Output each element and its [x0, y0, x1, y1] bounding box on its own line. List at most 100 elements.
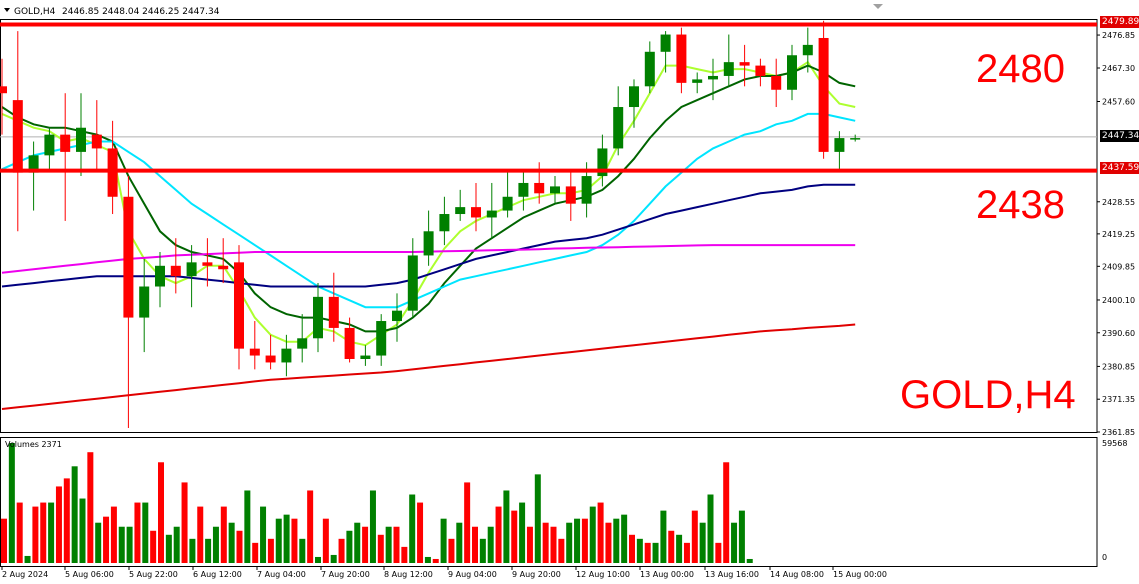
volume-bar: [189, 538, 196, 563]
candle-body: [581, 176, 592, 204]
volume-bar: [660, 510, 667, 563]
candle-body: [297, 338, 308, 349]
volume-bar: [707, 494, 714, 563]
candle-body: [676, 34, 687, 83]
level-high-annotation: 2480: [976, 47, 1065, 91]
volume-bar: [668, 530, 675, 563]
candle-body: [534, 182, 545, 194]
volume-bar: [440, 518, 447, 563]
price-axis-label: 2371.35: [1102, 395, 1135, 404]
volume-bar: [48, 502, 55, 563]
symbol-annotation: GOLD,H4: [900, 373, 1076, 417]
volume-label: Volumes 2371: [5, 440, 62, 449]
candle-body: [644, 51, 655, 87]
volume-bar: [110, 506, 117, 563]
volume-bar: [87, 452, 94, 563]
volume-bar: [644, 542, 651, 563]
volume-bar: [479, 538, 486, 563]
price-axis-label: 2457.60: [1102, 97, 1135, 106]
candlesticks: [0, 20, 861, 429]
level-low-annotation: 2438: [976, 183, 1065, 227]
candle-body: [771, 75, 782, 90]
volume-bar: [228, 522, 235, 563]
volume-bar: [362, 526, 369, 563]
volume-bar: [55, 486, 62, 563]
price-axis[interactable]: 2476.85 2467.30 2457.60 2428.55 2419.25 2409.…: [1097, 31, 1135, 437]
volume-bar: [16, 502, 23, 563]
time-axis-label: 9 Aug 04:00: [448, 570, 497, 579]
volume-bar: [417, 502, 424, 563]
candle-body: [360, 355, 371, 359]
candle-body: [60, 134, 71, 152]
candle-body: [502, 196, 513, 211]
volume-bar: [79, 498, 86, 563]
volume-bar: [103, 516, 110, 563]
time-axis-label: 5 Aug 22:00: [129, 570, 178, 579]
volume-bar: [291, 518, 298, 563]
candle-body: [91, 134, 102, 149]
candle-body: [423, 231, 434, 256]
volume-bar: [487, 526, 494, 563]
time-axis-label: 7 Aug 20:00: [321, 570, 370, 579]
volume-bar: [134, 502, 141, 563]
volume-bar: [236, 530, 243, 563]
volume-bar: [338, 538, 345, 563]
volume-plot-frame: [0, 437, 1098, 567]
candle-body: [44, 134, 55, 156]
chart-header: GOLD,H4 2446.85 2448.04 2446.25 2447.34 …: [4, 4, 1127, 562]
candle-body: [407, 255, 418, 311]
volume-bar: [409, 494, 416, 563]
candle-body: [597, 148, 608, 177]
candle-body: [755, 65, 766, 76]
candle-body: [344, 327, 355, 359]
candle-body: [850, 138, 861, 140]
time-axis-label: 13 Aug 16:00: [705, 570, 759, 579]
volume-bar: [526, 526, 533, 563]
horizontal-levels[interactable]: [0, 22, 1097, 173]
volume-bar: [377, 534, 384, 563]
candle-body: [12, 100, 23, 173]
candle-body: [0, 86, 7, 94]
volume-bar: [574, 518, 581, 563]
volume-bar: [558, 538, 565, 563]
volume-bar: [118, 526, 125, 563]
volume-bar: [393, 526, 400, 563]
volume-bar: [8, 443, 15, 563]
candle-body: [708, 75, 718, 80]
price-axis-label: 2476.85: [1102, 31, 1135, 40]
volume-bar: [275, 518, 282, 563]
candle-body: [818, 37, 829, 152]
volume-bar: [212, 526, 219, 563]
volume-bar: [589, 506, 596, 563]
time-axis-label: 9 Aug 20:00: [512, 570, 561, 579]
main-plot-frame: [0, 19, 1098, 433]
volume-bar: [605, 522, 612, 563]
candle-body: [723, 62, 734, 76]
shift-marker-icon[interactable]: [873, 4, 883, 9]
candle-body: [123, 196, 134, 318]
volume-bar: [464, 482, 471, 563]
volume-bar: [691, 510, 698, 563]
triangle-down-icon[interactable]: [4, 8, 10, 12]
time-axis-label: 5 Aug 06:00: [65, 570, 114, 579]
candle-body: [439, 214, 450, 232]
time-axis[interactable]: 2 Aug 2024 5 Aug 06:00 5 Aug 22:00 6 Aug 12…: [1, 566, 887, 579]
volume-bar: [566, 522, 573, 563]
high-level-price-tag: 2479.89: [1100, 16, 1139, 28]
volume-bar: [63, 478, 70, 563]
time-axis-label: 13 Aug 00:00: [640, 570, 694, 579]
volume-bar: [32, 506, 39, 563]
moving-average-line-ma_long: [1, 323, 856, 410]
volume-bar: [354, 522, 361, 563]
price-axis-label: 2380.85: [1102, 362, 1135, 371]
volume-bar: [613, 518, 620, 563]
candle-body: [660, 34, 671, 52]
volume-bar: [683, 542, 690, 563]
candle-body: [629, 86, 639, 108]
volume-bar: [448, 538, 455, 563]
volume-bar: [746, 558, 753, 563]
volume-bar: [181, 482, 188, 563]
candle-body: [376, 321, 387, 356]
candle-body: [392, 310, 402, 322]
